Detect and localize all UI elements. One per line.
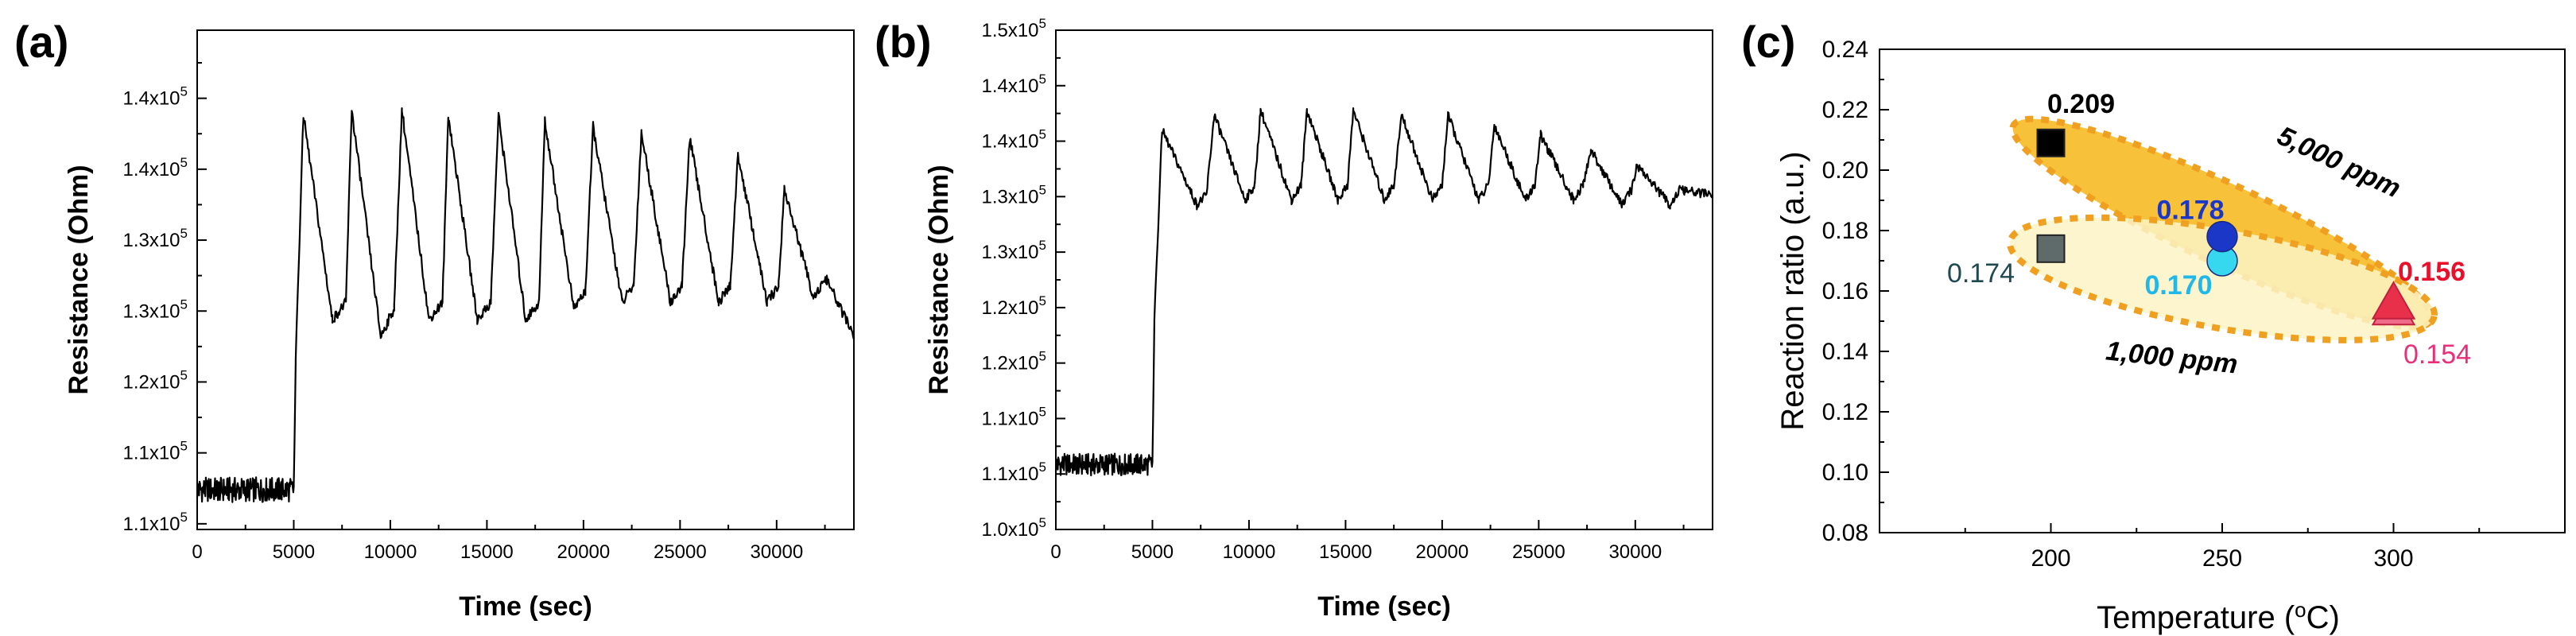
panel-b-y-tick-label: 1.2x105 bbox=[981, 349, 1046, 374]
panel-c-degree-sup: o bbox=[2295, 598, 2306, 622]
panel-a-x-tick-label: 25000 bbox=[654, 541, 707, 563]
panel-b-x-tick-label: 25000 bbox=[1512, 541, 1565, 563]
panel-b-x-tick-label: 20000 bbox=[1416, 541, 1469, 563]
panel-a-y-axis-label: Resistance (Ohm) bbox=[64, 165, 94, 394]
panel-a-x-tick-label: 20000 bbox=[557, 541, 611, 563]
panel-a-label: (a) bbox=[14, 17, 68, 67]
panel-b-y-tick-label: 1.0x105 bbox=[981, 515, 1046, 541]
panel-c-y-tick-label: 0.16 bbox=[1822, 278, 1868, 304]
panel-a-y-tick-label: 1.1x105 bbox=[122, 510, 188, 535]
panel-c-y-tick-label: 0.18 bbox=[1822, 218, 1868, 244]
panel-b-frame bbox=[1055, 29, 1713, 530]
panel-c-y-tick-label: 0.24 bbox=[1822, 37, 1868, 63]
panel-c-y-tick-label: 0.14 bbox=[1822, 339, 1868, 365]
panel-c-y-tick-label: 0.10 bbox=[1822, 460, 1868, 486]
panel-a-x-tick-label: 5000 bbox=[273, 541, 315, 563]
panel-b-x-tick-label: 10000 bbox=[1223, 541, 1276, 563]
panel-a-x-tick-label: 30000 bbox=[750, 541, 803, 563]
panel-b-y-tick-label: 1.4x105 bbox=[981, 127, 1046, 153]
panel-b-x-axis-label: Time (sec) bbox=[1317, 591, 1451, 622]
label-0209: 0.209 bbox=[2047, 89, 2115, 119]
panel-c-x-tick-label: 250 bbox=[2202, 545, 2242, 572]
panel-a-y-tick-label: 1.2x105 bbox=[122, 367, 188, 393]
group-5000ppm-triangle-point bbox=[2371, 281, 2416, 320]
panel-c-chart: 200 250 300 0.08 0.10 0.12 0.14 0.16 0.18 0.20 0.2… bbox=[1775, 37, 2566, 635]
panel-b-y-tick-label: 1.3x105 bbox=[981, 238, 1046, 263]
panel-c-x-tick-label: 300 bbox=[2373, 545, 2413, 572]
panel-b-chart: 0 5000 10000 15000 20000 25000 30000 1.0x105 1.1… bbox=[924, 16, 1714, 622]
label-0156: 0.156 bbox=[2398, 257, 2465, 287]
panel-a-x-tick-label: 10000 bbox=[364, 541, 417, 563]
panel-c-x-tick-label: 200 bbox=[2031, 545, 2070, 572]
panel-a-y-tick-label: 1.1x105 bbox=[122, 439, 188, 464]
panel-b-x-tick-label: 15000 bbox=[1319, 541, 1372, 563]
label-0178: 0.178 bbox=[2156, 196, 2224, 226]
panel-c-x-axis-label: Temperature (oC) bbox=[2097, 598, 2340, 635]
panel-a-x-axis-label: Time (sec) bbox=[459, 591, 592, 622]
panel-a-x-tick-label: 15000 bbox=[460, 541, 514, 563]
panel-b-y-tick-label: 1.1x105 bbox=[981, 460, 1046, 485]
panel-c-y-tick-label: 0.20 bbox=[1822, 157, 1868, 184]
panel-b-y-axis-label: Resistance (Ohm) bbox=[924, 165, 954, 394]
panel-c-y-axis-label: Reaction ratio (a.u.) bbox=[1775, 151, 1810, 430]
panel-a-y-tick-label: 1.3x105 bbox=[122, 226, 188, 251]
label-0154: 0.154 bbox=[2403, 339, 2471, 370]
group-1000ppm-label: 1,000 ppm bbox=[2105, 335, 2239, 379]
panel-a-x-tick-label: 0 bbox=[192, 541, 202, 563]
panel-b-y-tick-label: 1.3x105 bbox=[981, 182, 1046, 207]
panel-b-x-tick-label: 30000 bbox=[1608, 541, 1662, 563]
panel-c-x-axis-text: Temperature ( bbox=[2097, 600, 2295, 635]
panel-a-frame bbox=[196, 29, 855, 530]
panel-a-chart: 0 5000 10000 15000 20000 25000 30000 1.1x105 1.1… bbox=[64, 29, 855, 622]
panel-b-y-tick-label: 1.2x105 bbox=[981, 293, 1046, 319]
panel-b-label: (b) bbox=[875, 17, 932, 67]
panel-a-resistance-trace bbox=[196, 107, 855, 503]
panel-a-y-tick-label: 1.4x105 bbox=[122, 155, 188, 180]
label-0170: 0.170 bbox=[2144, 270, 2212, 301]
group-5000ppm-label: 5,000 ppm bbox=[2272, 121, 2405, 204]
panel-b-x-tick-label: 0 bbox=[1050, 541, 1061, 563]
panel-b-y-tick-label: 1.4x105 bbox=[981, 72, 1046, 97]
label-0174: 0.174 bbox=[1947, 258, 2015, 289]
panel-c-y-tick-label: 0.12 bbox=[1822, 399, 1868, 425]
group-5000ppm-square-point bbox=[2036, 128, 2066, 157]
group-5000ppm-circle-point bbox=[2206, 220, 2238, 253]
panel-b-y-tick-label: 1.1x105 bbox=[981, 404, 1046, 429]
panel-c-x-axis-unit: C) bbox=[2306, 600, 2340, 635]
panel-c-label: (c) bbox=[1741, 17, 1795, 67]
panel-a-y-tick-label: 1.4x105 bbox=[122, 84, 188, 110]
panel-b-x-tick-label: 5000 bbox=[1131, 541, 1174, 563]
group-1000ppm-square-point bbox=[2036, 234, 2066, 263]
panel-c-y-tick-label: 0.22 bbox=[1822, 97, 1868, 123]
panel-c-y-tick-label: 0.08 bbox=[1822, 520, 1868, 546]
panel-a-y-tick-label: 1.3x105 bbox=[122, 297, 188, 322]
panel-b-y-tick-label: 1.5x105 bbox=[981, 16, 1046, 41]
panel-b-resistance-trace bbox=[1054, 107, 1714, 477]
